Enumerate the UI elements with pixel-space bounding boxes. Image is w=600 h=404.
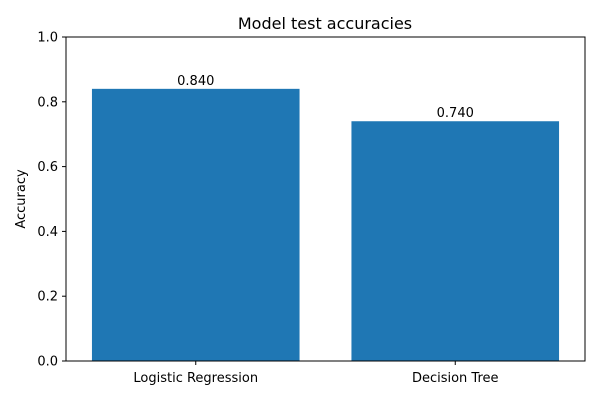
bar-value-label-1: 0.740 bbox=[437, 106, 474, 121]
y-axis-label: Accuracy bbox=[14, 169, 29, 229]
y-tick-label-3: 0.6 bbox=[37, 160, 58, 175]
plot-frame bbox=[65, 36, 586, 362]
bar-1 bbox=[351, 121, 560, 362]
y-tick-label-1: 0.2 bbox=[37, 290, 58, 305]
y-tick-label-2: 0.4 bbox=[37, 225, 58, 240]
chart-title: Model test accuracies bbox=[238, 14, 412, 33]
x-tick-label-0: Logistic Regression bbox=[133, 371, 258, 386]
x-tick-label-1: Decision Tree bbox=[412, 371, 499, 386]
y-tick-label-0: 0.0 bbox=[37, 355, 58, 370]
axes-layer: Logistic Regression Decision Tree 0.0 0.2 0.… bbox=[37, 31, 586, 386]
bars-layer: 0.840 0.740 bbox=[91, 74, 560, 362]
y-tick-label-5: 1.0 bbox=[37, 31, 58, 46]
y-tick-label-4: 0.8 bbox=[37, 95, 58, 110]
bar-0 bbox=[91, 88, 300, 361]
bar-value-label-0: 0.840 bbox=[177, 74, 214, 89]
